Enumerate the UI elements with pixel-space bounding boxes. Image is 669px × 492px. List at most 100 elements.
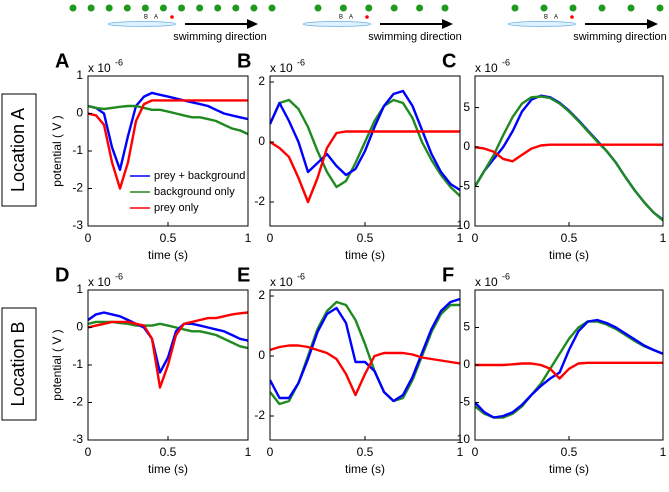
fish-label: B: [144, 15, 148, 21]
y-tick-label: -2: [72, 181, 83, 195]
y-tick-label: 0: [76, 106, 83, 120]
x-tick-label: 0: [472, 445, 479, 459]
x-tick-label: 1: [245, 231, 252, 245]
schematic-caption: swimming direction: [173, 31, 267, 43]
stimulus-dot: [441, 4, 449, 12]
panel-label: D: [55, 264, 69, 286]
panel-label: F: [442, 264, 454, 286]
series-line: [270, 89, 460, 192]
stimulus-dot: [141, 4, 149, 12]
x-axis-label: time (s): [148, 248, 188, 262]
schematic-caption: swimming direction: [573, 31, 667, 43]
x-axis-label: time (s): [148, 462, 188, 476]
y-tick-label: -3: [72, 218, 83, 232]
fish: [302, 21, 372, 27]
y-tick-label: 1: [76, 282, 83, 296]
y-tick-label: 0: [76, 320, 83, 334]
stimulus-dot: [569, 4, 577, 12]
stimulus-dot: [416, 4, 424, 12]
panel-label: C: [442, 50, 456, 72]
panel-label: B: [237, 50, 251, 72]
y-tick-label: 5: [463, 100, 470, 114]
x-tick-label: 0.5: [160, 445, 177, 459]
arrow-head: [247, 19, 258, 29]
multiplier-exponent: -6: [115, 57, 123, 67]
x-tick-label: 0.5: [561, 231, 578, 245]
y-tick-label: -10: [453, 218, 471, 232]
stimulus-dot: [250, 4, 258, 12]
stimulus-dot: [365, 4, 373, 12]
y-tick-label: -3: [72, 432, 83, 446]
row-label: Location A: [8, 108, 28, 192]
multiplier-base: x 10: [88, 275, 111, 289]
y-tick-label: -2: [254, 194, 265, 208]
x-tick-label: 1: [457, 231, 464, 245]
plot-area: [270, 89, 460, 204]
series-line: [475, 95, 663, 222]
plot-area: [88, 311, 248, 389]
plot-area: [475, 318, 663, 419]
row-label: Location B: [8, 321, 28, 406]
fish-label: A: [349, 15, 353, 21]
y-tick-label: -2: [254, 408, 265, 422]
x-tick-label: 0: [472, 231, 479, 245]
y-tick-label: 2: [258, 74, 265, 88]
multiplier-base: x 10: [88, 61, 111, 75]
stimulus-dot: [540, 4, 548, 12]
series-line: [88, 91, 248, 171]
legend-label: prey only: [154, 202, 199, 214]
x-tick-label: 0.5: [160, 231, 177, 245]
row-label-box: [1, 93, 37, 207]
y-tick-label: -1: [72, 143, 83, 157]
stimulus-dot: [390, 4, 398, 12]
stimulus-dot: [159, 4, 167, 12]
x-tick-label: 0.5: [561, 445, 578, 459]
fish-label: A: [154, 15, 158, 21]
fish: [507, 21, 577, 27]
y-tick-label: 0: [463, 357, 470, 371]
series-line: [475, 320, 663, 419]
prey: [365, 15, 369, 19]
y-tick-label: -5: [459, 179, 470, 193]
stimulus-dot: [196, 4, 204, 12]
x-axis-label: time (s): [345, 248, 385, 262]
multiplier-exponent: -6: [502, 271, 510, 281]
y-tick-label: 0: [258, 134, 265, 148]
series-line: [88, 311, 248, 374]
y-tick-label: 2: [258, 288, 265, 302]
plot-area: [270, 297, 460, 406]
multiplier-base: x 10: [270, 61, 293, 75]
plot-area: [475, 94, 663, 222]
x-tick-label: 1: [660, 231, 667, 245]
y-axis-label: potential ( V ): [50, 329, 64, 400]
x-tick-label: 0.5: [357, 445, 374, 459]
y-tick-label: -1: [72, 357, 83, 371]
stimulus-dot: [105, 4, 113, 12]
x-tick-label: 0: [85, 231, 92, 245]
stimulus-dot: [178, 4, 186, 12]
x-tick-label: 0.5: [357, 231, 374, 245]
stimulus-dot: [627, 4, 635, 12]
fish: [107, 21, 177, 27]
y-tick-label: 5: [463, 320, 470, 334]
x-tick-label: 0: [267, 445, 274, 459]
multiplier-base: x 10: [475, 275, 498, 289]
series-line: [270, 130, 460, 204]
series-line: [88, 104, 248, 136]
multiplier-exponent: -6: [297, 57, 305, 67]
x-tick-label: 0: [267, 231, 274, 245]
stimulus-dot: [339, 4, 347, 12]
fish-label: B: [544, 15, 548, 21]
x-tick-label: 1: [457, 445, 464, 459]
y-tick-label: 0: [258, 348, 265, 362]
stimulus-dot: [214, 4, 222, 12]
series-line: [270, 344, 460, 397]
legend-label: prey + background: [154, 170, 245, 182]
x-tick-label: 1: [245, 445, 252, 459]
fish-label: B: [339, 15, 343, 21]
y-tick-label: 0: [463, 139, 470, 153]
arrow-head: [442, 19, 453, 29]
series-line: [475, 143, 663, 163]
series-line: [475, 318, 663, 419]
